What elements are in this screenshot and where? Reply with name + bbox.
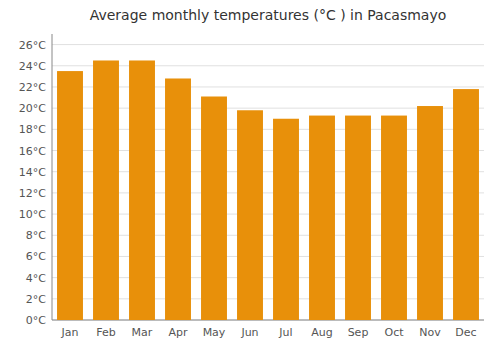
bar [345, 116, 371, 320]
y-tick-label: 12°C [19, 187, 46, 200]
y-tick-label: 26°C [19, 39, 46, 52]
x-tick-label: Oct [384, 326, 404, 339]
bar [201, 96, 227, 320]
y-tick-label: 2°C [26, 293, 46, 306]
chart: Average monthly temperatures (°C ) in Pa… [0, 0, 500, 350]
y-tick-label: 22°C [19, 81, 46, 94]
bar [237, 110, 263, 320]
bar [309, 116, 335, 320]
x-tick-label: May [203, 326, 226, 339]
y-tick-label: 6°C [26, 250, 46, 263]
x-tick-label: Mar [132, 326, 153, 339]
bar [453, 89, 479, 320]
bar [93, 60, 119, 320]
y-tick-label: 4°C [26, 272, 46, 285]
page: {"chart_data": {"type": "bar", "title": … [0, 0, 500, 350]
x-tick-label: Nov [419, 326, 441, 339]
y-tick-label: 18°C [19, 123, 46, 136]
x-tick-label: Jun [240, 326, 258, 339]
bar [57, 71, 83, 320]
title: Average monthly temperatures (°C ) in Pa… [90, 7, 447, 23]
chart-container: Average monthly temperatures (°C ) in Pa… [0, 0, 500, 350]
y-tick-label: 10°C [19, 208, 46, 221]
y-tick-label: 0°C [26, 314, 46, 327]
bars [57, 60, 479, 320]
y-tick-label: 14°C [19, 166, 46, 179]
x-tick-label: Apr [168, 326, 188, 339]
y-tick-label: 8°C [26, 229, 46, 242]
bar [165, 78, 191, 320]
y-axis-line [52, 34, 53, 320]
x-tick-label: Jan [61, 326, 79, 339]
bar [381, 116, 407, 320]
x-tick-label: Feb [96, 326, 115, 339]
bar [129, 60, 155, 320]
bar [273, 119, 299, 320]
x-tick-label: Aug [311, 326, 332, 339]
x-tick-label: Dec [455, 326, 476, 339]
y-tick-label: 16°C [19, 145, 46, 158]
grid-line [52, 44, 484, 45]
bar [417, 106, 443, 320]
y-tick-label: 24°C [19, 60, 46, 73]
y-tick-label: 20°C [19, 102, 46, 115]
x-tick-label: Jul [278, 326, 292, 339]
grid [52, 45, 484, 320]
x-tick-label: Sep [348, 326, 369, 339]
